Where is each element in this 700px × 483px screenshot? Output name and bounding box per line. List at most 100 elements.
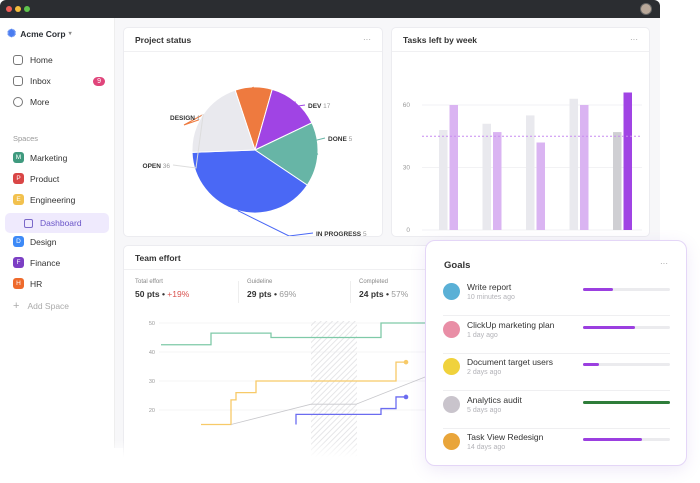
pie-leader-line [308,137,326,155]
nav-inbox[interactable]: Inbox 9 [13,76,105,86]
goal-time: 10 minutes ago [467,294,515,301]
workspace-switcher[interactable]: ✺ Acme Corp ▾ [7,27,72,40]
space-label: Finance [30,257,61,268]
stat-delta: 69% [279,289,297,299]
y-tick-label: 0 [406,227,410,234]
goal-time: 1 day ago [467,331,498,339]
sidebar-item-space[interactable]: H HR [13,278,42,289]
space-icon: D [13,236,24,247]
space-icon: P [13,173,24,184]
y-tick-label: 30 [403,165,411,172]
stat-value: 29 pts [247,289,272,299]
window-titlebar [0,0,660,18]
y-tick-label: 50 [149,321,155,327]
inbox-badge: 9 [93,76,105,86]
nav-home[interactable]: Home [13,55,105,65]
goal-item[interactable]: ClickUp marketing plan 1 day ago [443,317,670,354]
stat-value: 50 pts [135,289,160,299]
y-tick-label: 40 [149,350,155,356]
bar-week-1 [449,105,458,230]
stat-delta: +19% [167,289,190,299]
avatar [443,433,460,450]
space-icon: H [13,278,24,289]
goal-time: 14 days ago [467,444,506,451]
bar-week-5 [613,132,622,230]
goal-name: Document target users [467,357,553,367]
stat-total-effort: Total effort 50 pts • +19% [135,279,190,299]
goal-progress-bar [583,288,670,291]
more-options-icon[interactable]: ··· [363,35,371,44]
nav-label: Inbox [30,76,51,86]
workspace-name: Acme Corp [20,28,66,39]
goals-title: Goals [444,260,471,271]
more-icon [13,97,23,107]
space-label: Marketing [30,152,68,163]
pie-leader-line [269,101,306,111]
y-tick-label: 60 [403,102,411,109]
bar-week-1 [439,130,448,230]
spaces-heading: Spaces [13,134,39,143]
workspace-logo-icon: ✺ [7,28,17,40]
pie-leader-line [237,210,314,236]
stat-label: Total effort [135,279,163,285]
space-label: HR [30,278,43,289]
series-line-0 [161,322,426,346]
bar-week-4 [569,98,578,230]
y-tick-label: 20 [149,408,155,414]
plus-icon: + [13,300,20,312]
goal-name: Analytics audit [467,394,522,405]
series-line-3 [295,396,406,425]
goal-item[interactable]: Write report 10 minutes ago [443,279,670,316]
sidebar-item-space[interactable]: E Engineering [13,194,75,205]
goal-item[interactable]: Task View Redesign 14 days ago [443,429,670,466]
sidebar-item-space[interactable]: F Finance [13,257,60,268]
nav-more[interactable]: More [13,97,105,107]
more-options-icon[interactable]: ··· [630,35,638,44]
bar-week-3 [526,115,535,230]
stat-completed: Completed 24 pts • 57% [359,279,409,299]
card-title: Team effort [135,252,181,263]
nav-label: More [30,97,50,107]
card-title: Tasks left by week [403,34,478,45]
goal-name: Write report [467,282,512,292]
space-label: Engineering [30,194,76,205]
goal-item[interactable]: Document target users 2 days ago [443,354,670,391]
bar-chart: 03060Week 1Week 2Week 3Week 4Week 5 [403,92,642,234]
goal-progress-bar [583,363,670,366]
stat-label: Guideline [247,279,273,285]
goal-progress-bar [583,325,670,329]
goal-name: Task View Redesign [467,432,544,442]
sidebar-item-space[interactable]: D Design [13,236,56,247]
nav-label: Home [30,55,53,65]
sidebar-item-dashboard[interactable]: Dashboard [5,213,109,233]
close-window-button[interactable] [6,6,12,12]
avatar [443,395,460,413]
sidebar-item-space[interactable]: P Product [13,173,59,184]
pie-label: OPEN 36 [143,163,171,170]
bar-week-2 [493,132,502,230]
home-icon [13,55,23,65]
add-space-button[interactable]: + Add Space [13,300,105,312]
tasks-by-week-card: Tasks left by week··· 03060Week 1Week 2W… [391,27,650,237]
add-space-label: Add Space [27,301,70,311]
sidebar-item-space[interactable]: M Marketing [13,152,67,163]
goal-item[interactable]: Analytics audit 5 days ago [443,392,670,429]
space-label: Product [30,173,60,184]
space-icon: F [13,257,24,268]
pie-label: DEV 17 [308,103,331,110]
stat-value: 24 pts [359,289,384,299]
y-tick-label: 30 [149,379,155,385]
dashboard-label: Dashboard [40,218,82,228]
more-options-icon[interactable]: ··· [660,259,668,268]
avatar [443,358,460,375]
maximize-window-button[interactable] [24,6,30,12]
stat-delta: 57% [391,289,409,299]
minimize-window-button[interactable] [15,6,21,12]
goal-name: ClickUp marketing plan [467,319,555,330]
user-avatar[interactable] [640,3,652,15]
series-end-dot [403,359,409,365]
bar-week-2 [482,123,491,230]
